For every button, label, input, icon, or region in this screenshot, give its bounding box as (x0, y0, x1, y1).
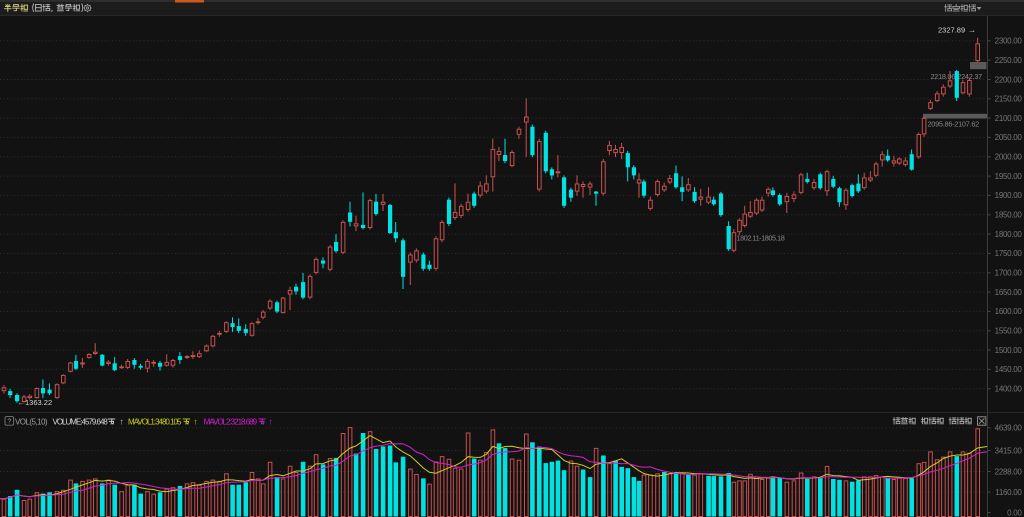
svg-text:2050.00: 2050.00 (995, 133, 1023, 142)
svg-text:2300.00: 2300.00 (995, 37, 1023, 46)
svg-text:1850.00: 1850.00 (995, 211, 1023, 220)
svg-text:1900.00: 1900.00 (995, 191, 1023, 200)
svg-text:1550.00: 1550.00 (995, 327, 1023, 336)
svg-text:1750.00: 1750.00 (995, 249, 1023, 258)
svg-text:1800.00: 1800.00 (995, 230, 1023, 239)
svg-text:1400.00: 1400.00 (995, 385, 1023, 394)
svg-text:2150.00: 2150.00 (995, 95, 1023, 104)
svg-text:→: → (968, 26, 976, 35)
svg-text:1802.11-1805.18: 1802.11-1805.18 (737, 233, 785, 242)
svg-text:MAVOL1:3480.105: MAVOL1:3480.105 (128, 417, 182, 426)
svg-text:VOLUME:4579.648: VOLUME:4579.648 (53, 417, 109, 426)
svg-text:?: ? (7, 419, 11, 426)
svg-text:2100.00: 2100.00 (995, 114, 1023, 123)
svg-text:3415.00: 3415.00 (995, 446, 1023, 455)
svg-text:2095.86-2107.62: 2095.86-2107.62 (928, 120, 980, 129)
svg-text:←1363.22: ←1363.22 (18, 398, 53, 407)
svg-text:1700.00: 1700.00 (995, 269, 1023, 278)
svg-text:1650.00: 1650.00 (995, 288, 1023, 297)
svg-text:2200.00: 2200.00 (995, 75, 1023, 84)
svg-text:1950.00: 1950.00 (995, 172, 1023, 181)
svg-text:↑: ↑ (120, 417, 124, 427)
svg-text:2288.00: 2288.00 (995, 467, 1023, 476)
svg-text:2250.00: 2250.00 (995, 56, 1023, 65)
svg-text:4639.00: 4639.00 (995, 424, 1023, 433)
svg-text:2327.89: 2327.89 (938, 25, 965, 34)
svg-text:VOL(5,10): VOL(5,10) (15, 417, 48, 426)
svg-text:1160.00: 1160.00 (995, 488, 1022, 497)
svg-text:1450.00: 1450.00 (995, 365, 1023, 374)
svg-text:1600.00: 1600.00 (995, 307, 1023, 316)
svg-text:0.00: 0.00 (1007, 508, 1022, 517)
svg-text:↑: ↑ (193, 417, 197, 427)
svg-text:2000.00: 2000.00 (995, 153, 1023, 162)
svg-text:↑: ↑ (268, 417, 272, 427)
svg-text:1500.00: 1500.00 (995, 346, 1023, 355)
svg-text:MAVOL2:3218.689: MAVOL2:3218.689 (204, 417, 258, 426)
